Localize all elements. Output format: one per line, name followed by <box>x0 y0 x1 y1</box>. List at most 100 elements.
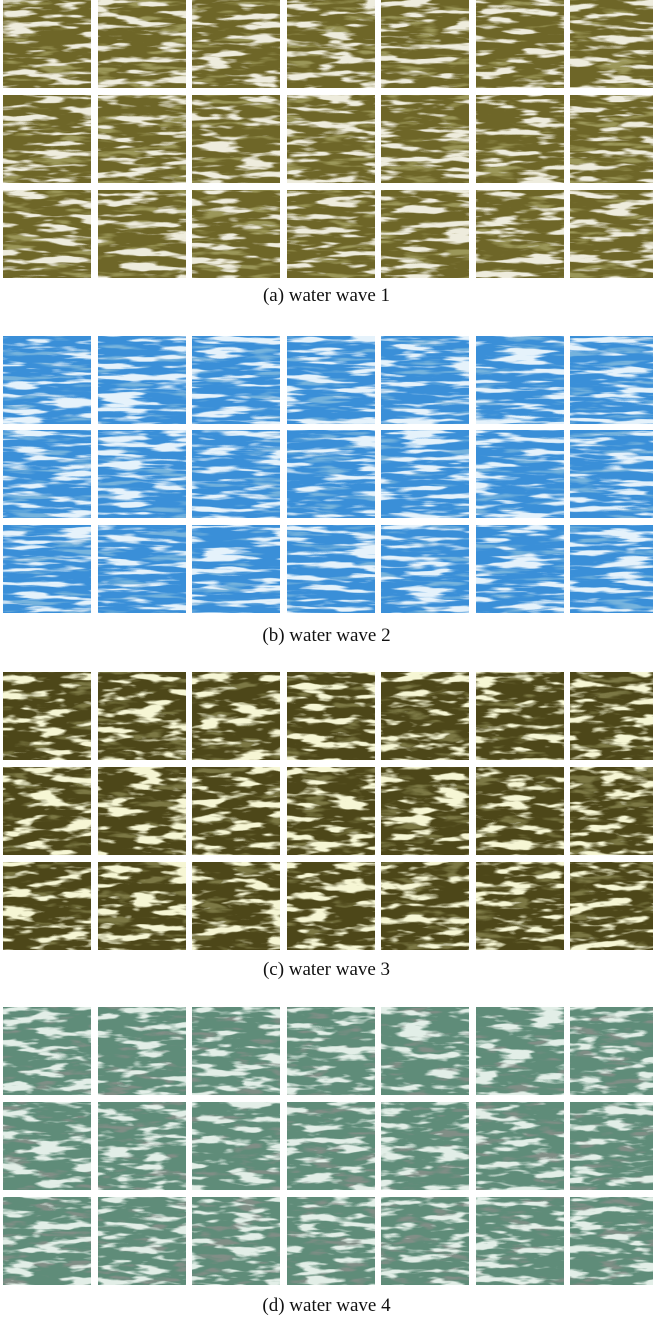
texture-tile <box>476 1102 564 1190</box>
texture-tile <box>98 1197 186 1285</box>
tile-texture <box>476 672 564 760</box>
texture-tile <box>476 1197 564 1285</box>
texture-tile <box>381 336 469 424</box>
texture-tile <box>476 767 564 855</box>
texture-tile <box>98 1007 186 1095</box>
texture-tile <box>287 430 375 518</box>
tile-texture <box>98 95 186 183</box>
texture-tile <box>192 0 280 88</box>
tile-texture <box>98 672 186 760</box>
texture-tile <box>287 190 375 278</box>
tile-texture <box>570 767 653 855</box>
tile-texture <box>381 672 469 760</box>
tile-texture <box>570 1007 653 1095</box>
tile-texture <box>98 0 186 88</box>
texture-tile <box>476 862 564 950</box>
tile-texture <box>570 525 653 613</box>
tile-texture <box>192 1007 280 1095</box>
texture-tile <box>476 430 564 518</box>
texture-tile <box>381 430 469 518</box>
tile-texture <box>192 1197 280 1285</box>
tile-texture <box>98 190 186 278</box>
texture-tile <box>570 1007 653 1095</box>
tile-texture <box>192 336 280 424</box>
tile-texture <box>3 672 91 760</box>
tile-texture <box>192 0 280 88</box>
tile-texture <box>192 862 280 950</box>
tile-texture <box>381 336 469 424</box>
texture-tile <box>98 525 186 613</box>
texture-tile <box>287 525 375 613</box>
tile-texture <box>381 1197 469 1285</box>
texture-tile <box>192 525 280 613</box>
tile-texture <box>192 767 280 855</box>
tile-texture <box>476 1197 564 1285</box>
texture-tile <box>3 862 91 950</box>
tile-texture <box>381 95 469 183</box>
tile-texture <box>3 1197 91 1285</box>
texture-tile <box>192 430 280 518</box>
tile-texture <box>570 1197 653 1285</box>
texture-tile <box>192 1007 280 1095</box>
tile-texture <box>192 1102 280 1190</box>
tile-texture <box>570 190 653 278</box>
texture-tile <box>98 862 186 950</box>
texture-tile <box>287 1102 375 1190</box>
panel-caption: (b) water wave 2 <box>0 625 653 647</box>
tile-texture <box>381 862 469 950</box>
tile-texture <box>381 1102 469 1190</box>
texture-tile <box>570 430 653 518</box>
tile-texture <box>3 95 91 183</box>
texture-tile <box>476 0 564 88</box>
texture-tile <box>476 95 564 183</box>
texture-tile <box>381 672 469 760</box>
texture-tile <box>3 1197 91 1285</box>
tile-texture <box>3 430 91 518</box>
tile-texture <box>570 862 653 950</box>
tile-texture <box>476 767 564 855</box>
tile-texture <box>98 336 186 424</box>
tile-texture <box>3 767 91 855</box>
texture-tile <box>287 95 375 183</box>
tile-texture <box>98 862 186 950</box>
tile-texture <box>287 336 375 424</box>
texture-tile <box>287 0 375 88</box>
texture-tile <box>570 190 653 278</box>
texture-tile <box>476 190 564 278</box>
tile-texture <box>476 525 564 613</box>
tile-texture <box>287 430 375 518</box>
tile-texture <box>98 525 186 613</box>
tile-texture <box>476 1102 564 1190</box>
texture-tile <box>98 95 186 183</box>
texture-tile <box>381 1197 469 1285</box>
texture-tile <box>287 767 375 855</box>
tile-texture <box>287 767 375 855</box>
tile-texture <box>381 190 469 278</box>
texture-tile <box>570 95 653 183</box>
tile-texture <box>476 0 564 88</box>
tile-texture <box>192 190 280 278</box>
tile-texture <box>287 190 375 278</box>
tile-texture <box>476 862 564 950</box>
texture-tile <box>192 767 280 855</box>
texture-tile <box>192 95 280 183</box>
tile-texture <box>287 1102 375 1190</box>
texture-tile <box>3 336 91 424</box>
texture-tile <box>570 672 653 760</box>
texture-tile <box>381 525 469 613</box>
tile-texture <box>381 430 469 518</box>
tile-texture <box>98 1197 186 1285</box>
tile-texture <box>98 767 186 855</box>
texture-tile <box>287 1197 375 1285</box>
tile-texture <box>381 0 469 88</box>
tile-texture <box>476 95 564 183</box>
texture-grid <box>0 0 653 1322</box>
texture-tile <box>98 430 186 518</box>
tile-texture <box>381 1007 469 1095</box>
tile-texture <box>192 672 280 760</box>
texture-tile <box>570 336 653 424</box>
texture-tile <box>381 767 469 855</box>
tile-texture <box>381 525 469 613</box>
tile-texture <box>570 95 653 183</box>
tile-texture <box>570 0 653 88</box>
